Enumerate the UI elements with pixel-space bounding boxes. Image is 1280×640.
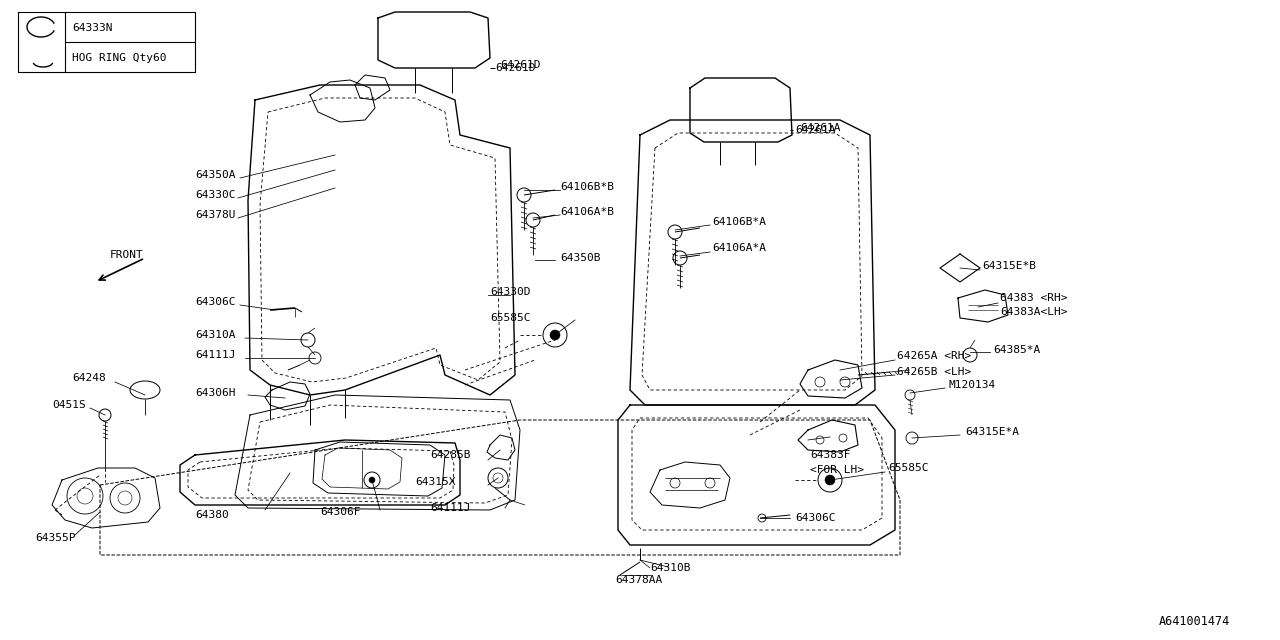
Text: 64106B*B: 64106B*B xyxy=(561,182,614,192)
Text: <FOR LH>: <FOR LH> xyxy=(810,465,864,475)
Text: 64333N: 64333N xyxy=(72,23,113,33)
Text: 64265A <RH>: 64265A <RH> xyxy=(897,351,972,361)
Text: 64106B*A: 64106B*A xyxy=(712,217,765,227)
Polygon shape xyxy=(52,468,160,528)
Text: 64111J: 64111J xyxy=(195,350,236,360)
Polygon shape xyxy=(957,290,1009,322)
Polygon shape xyxy=(486,435,515,460)
Text: 64330C: 64330C xyxy=(195,190,236,200)
Text: 65585C: 65585C xyxy=(490,313,530,323)
Polygon shape xyxy=(690,78,792,142)
Text: 65585C: 65585C xyxy=(888,463,928,473)
Text: 64306H: 64306H xyxy=(195,388,236,398)
Polygon shape xyxy=(310,80,375,122)
Text: 64306F: 64306F xyxy=(320,507,361,517)
Text: 0451S: 0451S xyxy=(52,400,86,410)
Text: 64261A: 64261A xyxy=(795,125,836,135)
Circle shape xyxy=(369,477,375,483)
Text: 64378AA: 64378AA xyxy=(614,575,662,585)
Text: 64111J: 64111J xyxy=(430,503,471,513)
Text: 64248: 64248 xyxy=(72,373,106,383)
Polygon shape xyxy=(248,85,515,395)
Text: 64261A: 64261A xyxy=(800,123,841,133)
Text: 64378U: 64378U xyxy=(195,210,236,220)
Text: 64315X: 64315X xyxy=(415,477,456,487)
Text: 64380: 64380 xyxy=(195,510,229,520)
Polygon shape xyxy=(630,120,876,405)
Text: 64265B <LH>: 64265B <LH> xyxy=(897,367,972,377)
Polygon shape xyxy=(265,382,310,410)
Text: 64315E*B: 64315E*B xyxy=(982,261,1036,271)
Text: 64315E*A: 64315E*A xyxy=(965,427,1019,437)
Text: 64383A<LH>: 64383A<LH> xyxy=(1000,307,1068,317)
Circle shape xyxy=(550,330,561,340)
Text: 64261D: 64261D xyxy=(495,63,535,73)
Text: 64385*A: 64385*A xyxy=(993,345,1041,355)
Text: HOG RING Qty60: HOG RING Qty60 xyxy=(72,53,166,63)
Text: M120134: M120134 xyxy=(948,380,996,390)
Text: 64383 <RH>: 64383 <RH> xyxy=(1000,293,1068,303)
Text: 64106A*B: 64106A*B xyxy=(561,207,614,217)
Text: 64310A: 64310A xyxy=(195,330,236,340)
Text: 64106A*A: 64106A*A xyxy=(712,243,765,253)
Ellipse shape xyxy=(131,381,160,399)
Polygon shape xyxy=(618,405,895,545)
Text: FRONT: FRONT xyxy=(110,250,143,260)
Polygon shape xyxy=(180,440,460,505)
Text: 64350A: 64350A xyxy=(195,170,236,180)
Circle shape xyxy=(826,475,835,485)
Text: 64310B: 64310B xyxy=(650,563,690,573)
Polygon shape xyxy=(650,462,730,508)
Text: 64306C: 64306C xyxy=(795,513,836,523)
Text: 64285B: 64285B xyxy=(430,450,471,460)
Text: 64383F: 64383F xyxy=(810,450,850,460)
Text: 64355P: 64355P xyxy=(35,533,76,543)
Polygon shape xyxy=(800,360,861,398)
Text: A641001474: A641001474 xyxy=(1158,615,1230,628)
Text: 64330D: 64330D xyxy=(490,287,530,297)
Text: 64350B: 64350B xyxy=(561,253,600,263)
Polygon shape xyxy=(797,420,858,452)
Polygon shape xyxy=(378,12,490,68)
Text: 64306C: 64306C xyxy=(195,297,236,307)
Polygon shape xyxy=(314,442,445,496)
Text: 64261D: 64261D xyxy=(500,60,540,70)
